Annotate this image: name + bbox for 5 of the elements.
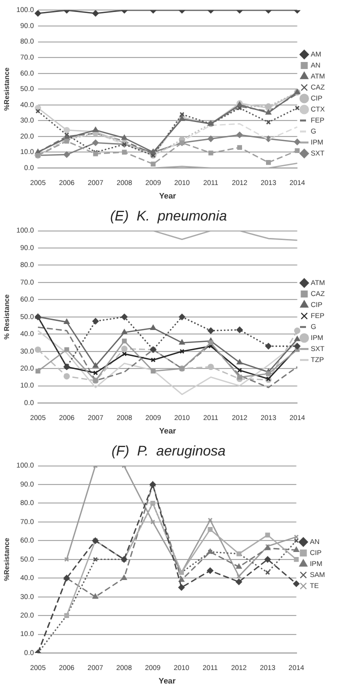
chart-title: (E) K. pneumonia <box>110 207 228 224</box>
x-axis-title: Year <box>158 676 176 686</box>
chart-title: (F) P. aeruginosa <box>111 442 226 458</box>
x-axis-title: Year <box>159 426 176 436</box>
x-axis-title: Year <box>159 191 176 200</box>
